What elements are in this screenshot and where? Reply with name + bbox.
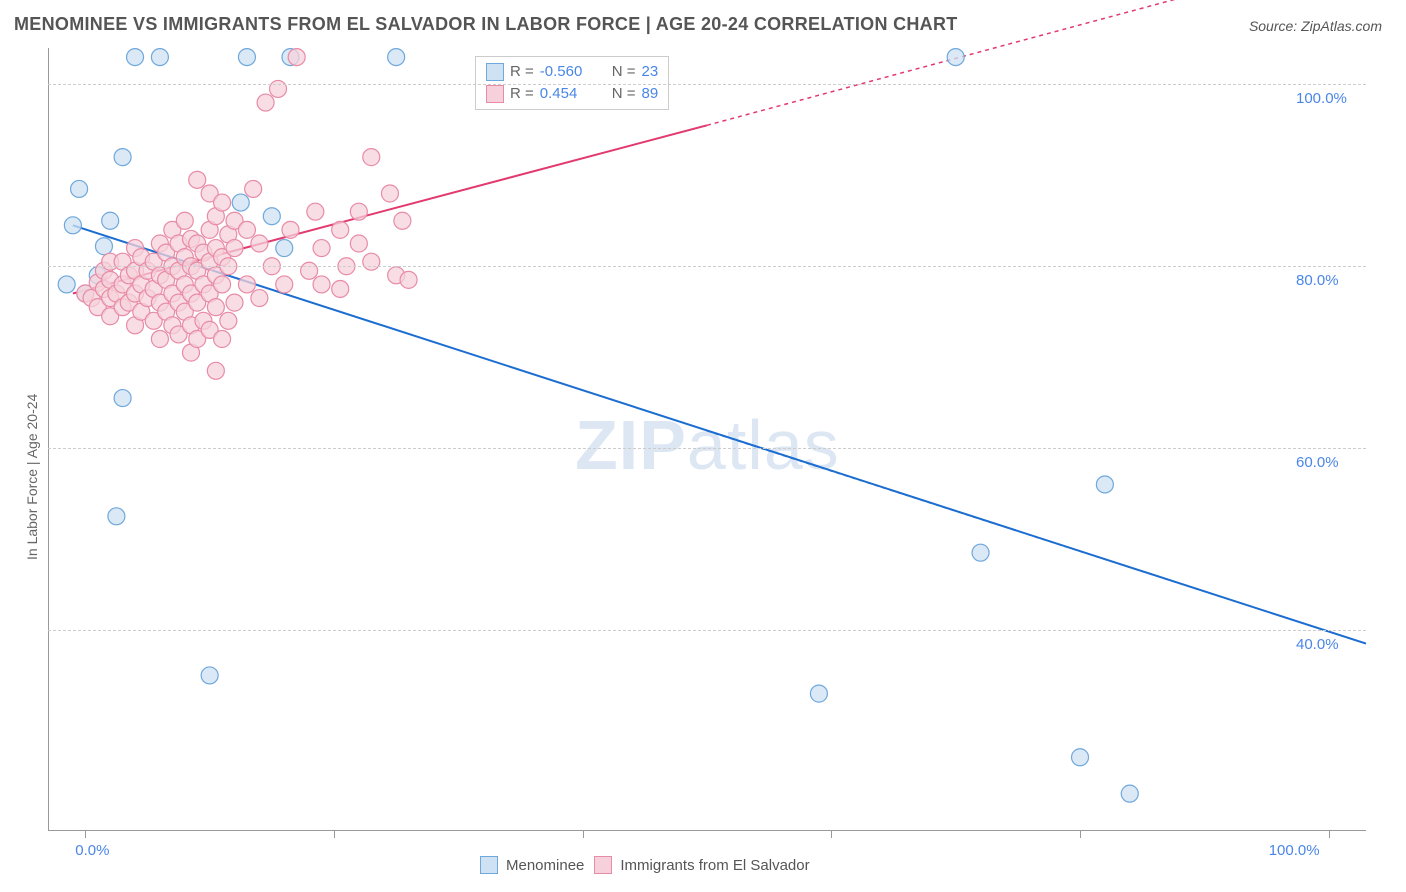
data-point [108, 508, 125, 525]
data-point [114, 149, 131, 166]
data-point [301, 262, 318, 279]
data-point [214, 276, 231, 293]
data-point [214, 330, 231, 347]
legend-swatch [486, 85, 504, 103]
data-point [214, 194, 231, 211]
y-tick-label: 40.0% [1296, 636, 1339, 653]
data-point [58, 276, 75, 293]
x-tick [1329, 830, 1330, 838]
legend-swatch [480, 856, 498, 874]
data-point [127, 49, 144, 66]
y-axis-line [48, 48, 49, 830]
data-point [257, 94, 274, 111]
data-point [238, 221, 255, 238]
x-tick [831, 830, 832, 838]
data-point [282, 221, 299, 238]
data-point [394, 212, 411, 229]
data-point [95, 238, 112, 255]
data-point [313, 276, 330, 293]
data-point [947, 49, 964, 66]
data-point [350, 235, 367, 252]
grid-line [48, 448, 1366, 449]
data-point [388, 49, 405, 66]
legend-item: Immigrants from El Salvador [594, 856, 809, 874]
legend-row: R = 0.454 N = 89 [486, 83, 658, 105]
trend-line-dashed [707, 0, 1366, 125]
data-point [151, 49, 168, 66]
legend-label: Immigrants from El Salvador [620, 857, 809, 874]
data-point [276, 276, 293, 293]
x-tick-label: 0.0% [75, 842, 109, 859]
legend-item: Menominee [480, 856, 584, 874]
data-point [176, 212, 193, 229]
data-point [71, 180, 88, 197]
legend-label: Menominee [506, 857, 584, 874]
y-tick-label: 80.0% [1296, 272, 1339, 289]
data-point [263, 208, 280, 225]
data-point [151, 330, 168, 347]
x-tick [85, 830, 86, 838]
legend-r-label: R = [510, 83, 534, 105]
data-point [332, 221, 349, 238]
data-point [64, 217, 81, 234]
data-point [201, 667, 218, 684]
data-point [207, 299, 224, 316]
x-tick [334, 830, 335, 838]
data-point [363, 253, 380, 270]
data-point [220, 312, 237, 329]
data-point [238, 276, 255, 293]
data-point [207, 362, 224, 379]
data-point [251, 290, 268, 307]
data-point [1072, 749, 1089, 766]
data-point [276, 240, 293, 257]
x-tick-label: 100.0% [1269, 842, 1320, 859]
legend-row: R = -0.560 N = 23 [486, 61, 658, 83]
data-point [972, 544, 989, 561]
data-point [226, 240, 243, 257]
data-point [226, 294, 243, 311]
x-tick [1080, 830, 1081, 838]
legend-swatch [486, 63, 504, 81]
data-point [238, 49, 255, 66]
data-point [270, 80, 287, 97]
grid-line [48, 266, 1366, 267]
data-point [102, 212, 119, 229]
data-point [307, 203, 324, 220]
x-axis-line [48, 830, 1366, 831]
data-point [232, 194, 249, 211]
data-point [363, 149, 380, 166]
legend-r-label: R = [510, 61, 534, 83]
data-point [1096, 476, 1113, 493]
data-point [245, 180, 262, 197]
legend-n-label: N = [612, 61, 636, 83]
series-legend: Menominee Immigrants from El Salvador [480, 856, 810, 874]
data-point [810, 685, 827, 702]
data-point [350, 203, 367, 220]
y-tick-label: 100.0% [1296, 90, 1347, 107]
grid-line [48, 84, 1366, 85]
grid-line [48, 630, 1366, 631]
data-point [332, 280, 349, 297]
data-point [288, 49, 305, 66]
legend-r-value: 0.454 [540, 83, 598, 105]
data-point [1121, 785, 1138, 802]
y-tick-label: 60.0% [1296, 454, 1339, 471]
data-point [114, 390, 131, 407]
data-point [381, 185, 398, 202]
legend-r-value: -0.560 [540, 61, 598, 83]
legend-n-value: 89 [642, 83, 659, 105]
data-point [400, 271, 417, 288]
legend-n-value: 23 [642, 61, 659, 83]
data-point [313, 240, 330, 257]
data-point [251, 235, 268, 252]
chart-svg [0, 0, 1406, 892]
correlation-legend: R = -0.560 N = 23 R = 0.454 N = 89 [475, 56, 669, 110]
data-point [189, 171, 206, 188]
legend-n-label: N = [612, 83, 636, 105]
x-tick [583, 830, 584, 838]
legend-swatch [594, 856, 612, 874]
